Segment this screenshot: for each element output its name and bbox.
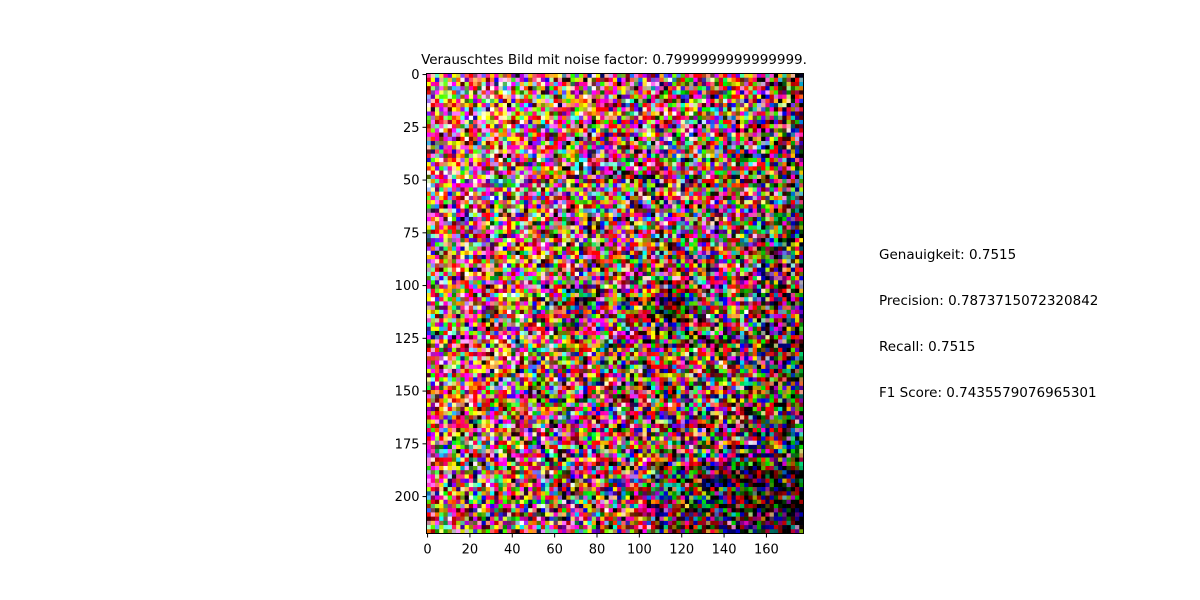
precision-metric: Precision: 0.7873715072320842 bbox=[879, 293, 1099, 309]
x-tick-label: 20 bbox=[462, 543, 479, 558]
y-tick-label: 150 bbox=[395, 385, 420, 400]
recall-metric: Recall: 0.7515 bbox=[879, 339, 976, 355]
y-tick-label: 25 bbox=[403, 121, 420, 136]
x-tick-label: 40 bbox=[504, 543, 521, 558]
f1-score-metric: F1 Score: 0.7435579076965301 bbox=[879, 385, 1097, 401]
axes-frame bbox=[426, 73, 804, 534]
y-tick-label: 125 bbox=[395, 332, 420, 347]
x-tick-label: 120 bbox=[669, 543, 694, 558]
x-axis: 0 20 40 60 80 100 120 140 160 bbox=[423, 533, 779, 558]
y-tick-label: 0 bbox=[411, 68, 419, 83]
accuracy-metric: Genauigkeit: 0.7515 bbox=[879, 247, 1017, 263]
x-tick-label: 60 bbox=[546, 543, 563, 558]
x-tick-label: 80 bbox=[589, 543, 606, 558]
y-tick-label: 175 bbox=[395, 437, 420, 452]
y-tick-label: 75 bbox=[403, 226, 420, 241]
noisy-image bbox=[426, 73, 804, 534]
x-tick-label: 140 bbox=[712, 543, 737, 558]
y-tick-label: 100 bbox=[395, 279, 420, 294]
x-tick-label: 100 bbox=[627, 543, 652, 558]
x-tick-label: 0 bbox=[423, 543, 431, 558]
y-tick-label: 200 bbox=[395, 490, 420, 505]
chart-title: Verauschtes Bild mit noise factor: 0.799… bbox=[421, 52, 807, 68]
x-tick-label: 160 bbox=[754, 543, 779, 558]
y-axis: 0 25 50 75 100 125 150 175 200 bbox=[395, 68, 427, 505]
y-tick-label: 50 bbox=[403, 174, 420, 189]
